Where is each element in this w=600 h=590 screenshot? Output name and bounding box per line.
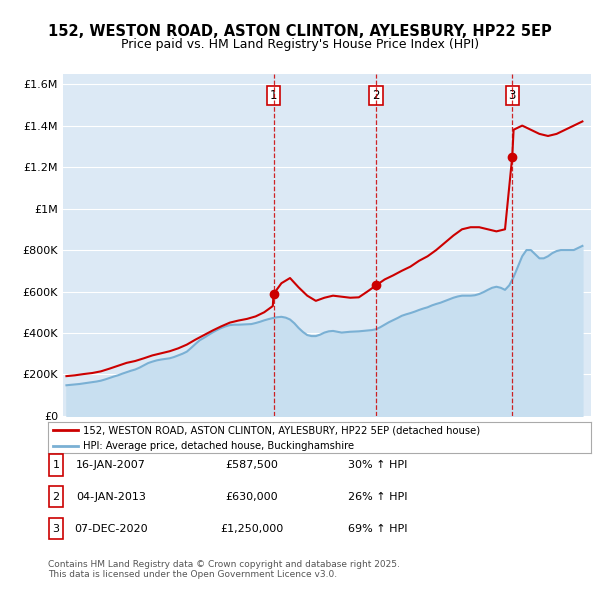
Text: £630,000: £630,000 [226, 492, 278, 502]
Text: 1: 1 [270, 89, 277, 102]
Text: 26% ↑ HPI: 26% ↑ HPI [348, 492, 408, 502]
Text: 2: 2 [53, 492, 59, 502]
Text: Contains HM Land Registry data © Crown copyright and database right 2025.
This d: Contains HM Land Registry data © Crown c… [48, 560, 400, 579]
Text: £587,500: £587,500 [226, 460, 278, 470]
Text: 3: 3 [53, 524, 59, 533]
Text: Price paid vs. HM Land Registry's House Price Index (HPI): Price paid vs. HM Land Registry's House … [121, 38, 479, 51]
Text: 152, WESTON ROAD, ASTON CLINTON, AYLESBURY, HP22 5EP (detached house): 152, WESTON ROAD, ASTON CLINTON, AYLESBU… [83, 425, 481, 435]
Text: 152, WESTON ROAD, ASTON CLINTON, AYLESBURY, HP22 5EP: 152, WESTON ROAD, ASTON CLINTON, AYLESBU… [48, 24, 552, 38]
Text: 69% ↑ HPI: 69% ↑ HPI [348, 524, 408, 533]
Text: 30% ↑ HPI: 30% ↑ HPI [349, 460, 407, 470]
Text: HPI: Average price, detached house, Buckinghamshire: HPI: Average price, detached house, Buck… [83, 441, 355, 451]
Text: 16-JAN-2007: 16-JAN-2007 [76, 460, 146, 470]
Text: 07-DEC-2020: 07-DEC-2020 [74, 524, 148, 533]
Text: 3: 3 [509, 89, 516, 102]
Text: 04-JAN-2013: 04-JAN-2013 [76, 492, 146, 502]
Text: 2: 2 [373, 89, 380, 102]
Text: 1: 1 [53, 460, 59, 470]
Text: £1,250,000: £1,250,000 [220, 524, 284, 533]
